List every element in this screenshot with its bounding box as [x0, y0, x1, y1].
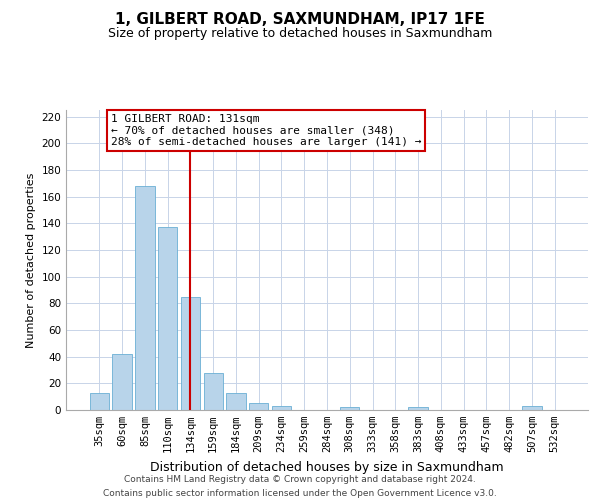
Bar	[522, 406, 542, 410]
Bar	[249, 404, 268, 410]
X-axis label: Distribution of detached houses by size in Saxmundham: Distribution of detached houses by size …	[150, 460, 504, 473]
Bar	[158, 228, 178, 410]
Bar	[340, 408, 359, 410]
Text: Contains HM Land Registry data © Crown copyright and database right 2024.
Contai: Contains HM Land Registry data © Crown c…	[103, 476, 497, 498]
Text: 1 GILBERT ROAD: 131sqm
← 70% of detached houses are smaller (348)
28% of semi-de: 1 GILBERT ROAD: 131sqm ← 70% of detached…	[111, 114, 421, 147]
Bar	[272, 406, 291, 410]
Bar	[181, 296, 200, 410]
Bar	[226, 392, 245, 410]
Bar	[90, 392, 109, 410]
Bar	[409, 408, 428, 410]
Bar	[135, 186, 155, 410]
Bar	[203, 372, 223, 410]
Text: Size of property relative to detached houses in Saxmundham: Size of property relative to detached ho…	[108, 28, 492, 40]
Bar	[112, 354, 132, 410]
Text: 1, GILBERT ROAD, SAXMUNDHAM, IP17 1FE: 1, GILBERT ROAD, SAXMUNDHAM, IP17 1FE	[115, 12, 485, 28]
Y-axis label: Number of detached properties: Number of detached properties	[26, 172, 36, 348]
